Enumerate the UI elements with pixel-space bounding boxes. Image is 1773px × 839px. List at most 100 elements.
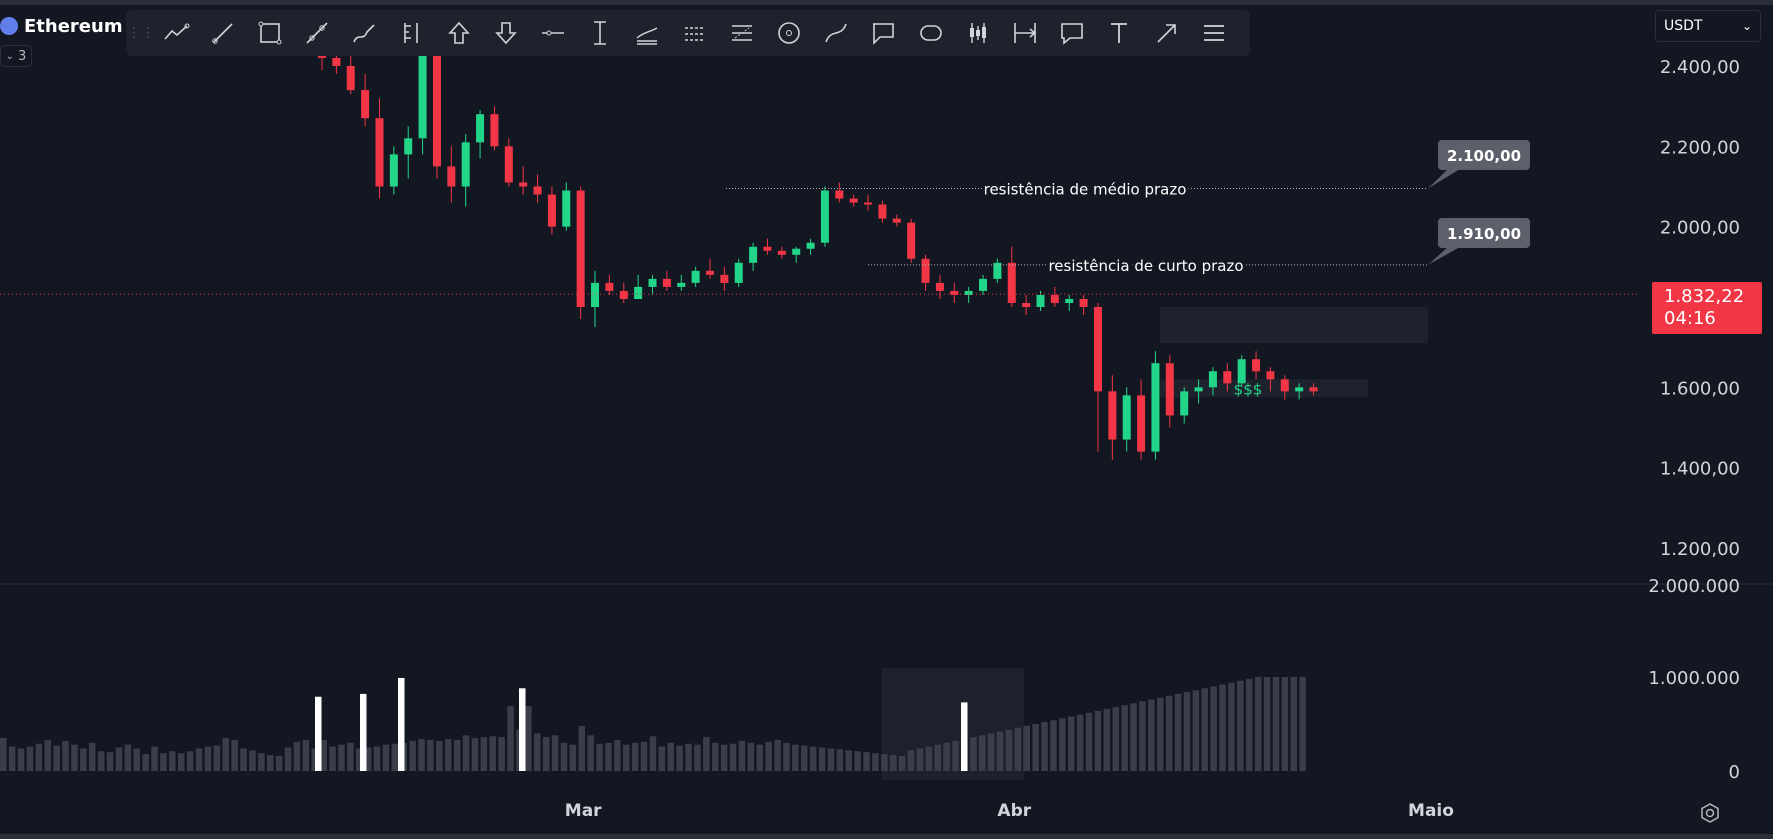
date-range-icon[interactable]	[1001, 13, 1048, 53]
volume-bar	[427, 739, 434, 771]
candle-body	[820, 190, 829, 243]
volume-bar	[925, 746, 933, 771]
volume-bar	[275, 755, 283, 771]
candle-body	[1065, 298, 1074, 303]
candles-icon[interactable]	[954, 13, 1001, 53]
last-price-tag: 1.832,22 04:16	[1652, 282, 1762, 334]
volume-bar	[756, 744, 763, 771]
candle-body	[1180, 391, 1189, 416]
volume-bar	[898, 755, 906, 771]
candle-body	[777, 250, 786, 255]
volume-bar	[284, 747, 292, 771]
time-tick-label: Mar	[565, 801, 602, 821]
volume-bar	[480, 737, 488, 771]
horizontal-line-icon[interactable]	[530, 13, 577, 53]
volume-bar	[881, 754, 888, 771]
volume-bar	[97, 751, 105, 771]
volume-bar	[729, 743, 737, 771]
volume-bar	[587, 735, 594, 771]
arrow-up-icon[interactable]	[435, 13, 482, 53]
volume-bar	[525, 706, 532, 771]
chevron-down-icon: ⌄	[1741, 19, 1752, 33]
regression-icon[interactable]	[718, 13, 765, 53]
circle-icon[interactable]	[765, 13, 812, 53]
candle-body	[576, 190, 585, 307]
candle-body	[432, 53, 441, 167]
curve-icon[interactable]	[813, 13, 860, 53]
volume-bar	[409, 740, 416, 771]
volume-bar	[418, 739, 425, 771]
volume-bar	[605, 742, 612, 771]
volume-bar	[747, 742, 755, 771]
candle-body	[1079, 298, 1088, 307]
fib-icon[interactable]	[388, 13, 435, 53]
volume-bar	[62, 740, 69, 771]
volume-bar	[1237, 680, 1244, 771]
top-border	[0, 0, 1773, 5]
rectangle-icon[interactable]	[246, 13, 293, 53]
indicators-count: 3	[18, 48, 27, 64]
volume-bar	[249, 750, 256, 771]
volume-bar	[71, 744, 78, 771]
callout-icon[interactable]	[860, 13, 907, 53]
candle-body	[1151, 363, 1160, 452]
symbol-header[interactable]: Ethereum /	[0, 12, 135, 40]
volume-bar	[267, 755, 274, 771]
ray-icon[interactable]	[199, 13, 246, 53]
price-tick-label: 1.200,00	[1660, 539, 1740, 560]
drawing-toolbar: ⋮⋮	[126, 10, 1250, 56]
candle-body	[490, 114, 499, 147]
volume-bar	[863, 752, 870, 771]
volume-bar	[676, 745, 683, 771]
menu-icon[interactable]	[1190, 13, 1237, 53]
vertical-measure-icon[interactable]	[577, 13, 624, 53]
volume-bar	[1299, 677, 1306, 771]
currency-select[interactable]: USDT ⌄	[1655, 10, 1761, 42]
volume-bar	[854, 751, 861, 771]
parallel-channel-icon[interactable]	[624, 13, 671, 53]
candle-body	[749, 246, 758, 263]
trend-line-icon[interactable]	[152, 13, 199, 53]
candle-body	[720, 274, 729, 283]
volume-bar	[1085, 712, 1093, 771]
candle-body	[547, 194, 556, 227]
volume-bar	[703, 737, 710, 771]
volume-bar	[356, 748, 363, 771]
candle-body	[1252, 359, 1261, 372]
text-icon[interactable]	[1096, 13, 1143, 53]
volume-bar	[685, 743, 692, 771]
candle-body	[734, 262, 743, 283]
path-icon[interactable]	[294, 13, 341, 53]
volume-bar	[17, 748, 25, 771]
consolidation-zone	[1160, 307, 1428, 344]
price-tick-label: 2.000,00	[1660, 218, 1740, 239]
comment-icon[interactable]	[1049, 13, 1096, 53]
drag-handle-icon[interactable]: ⋮⋮	[127, 25, 155, 41]
arrow-down-icon[interactable]	[482, 13, 529, 53]
volume-bar	[1130, 703, 1137, 771]
arrow-icon[interactable]	[1143, 13, 1190, 53]
brush-icon[interactable]	[341, 13, 388, 53]
volume-tick-label: 2.000.000	[1648, 576, 1740, 597]
price-tick-label: 1.600,00	[1660, 378, 1740, 399]
dollar-zone-label: $$$	[1234, 380, 1263, 398]
settings-icon[interactable]	[1697, 800, 1723, 826]
volume-bar	[970, 737, 977, 771]
balloon-icon[interactable]	[907, 13, 954, 53]
candle-body	[921, 258, 930, 283]
volume-bar	[845, 750, 852, 771]
candle-body	[1208, 371, 1217, 388]
symbol-label[interactable]: Ethereum /	[24, 15, 136, 37]
volume-bar	[551, 735, 559, 771]
volume-bar	[1246, 678, 1253, 771]
volume-spike-bar	[519, 688, 526, 771]
volume-bar	[658, 746, 666, 771]
volume-bar	[1094, 710, 1102, 771]
volume-bar	[329, 746, 336, 771]
volume-bar	[462, 735, 470, 771]
volume-bar	[631, 742, 639, 771]
candle-body	[1194, 387, 1203, 392]
indicators-toggle[interactable]: ⌄ 3	[0, 45, 32, 67]
fib-channel-icon[interactable]	[671, 13, 718, 53]
